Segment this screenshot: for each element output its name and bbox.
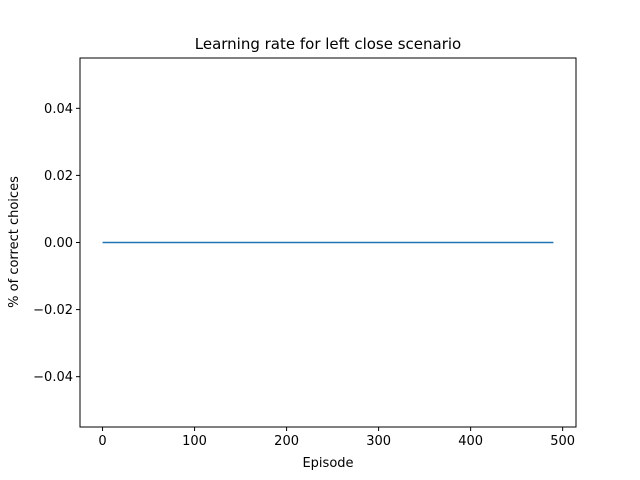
x-axis-label: Episode [302,456,353,471]
y-tick-label: 0.02 [44,169,73,184]
x-tick-label: 0 [98,434,106,449]
x-tick-label: 200 [274,434,299,449]
y-axis: −0.04 −0.02 0.00 0.02 0.04 [33,102,80,385]
y-axis-label: % of correct choices [7,176,22,308]
chart-title: Learning rate for left close scenario [195,35,461,53]
y-tick-label: −0.02 [33,303,73,318]
x-tick-label: 300 [366,434,391,449]
y-tick-label: −0.04 [33,370,73,385]
x-axis: 0 100 200 300 400 500 [98,427,575,449]
y-tick-label: 0.00 [44,236,73,251]
x-tick-label: 100 [182,434,207,449]
y-tick-label: 0.04 [44,102,73,117]
x-tick-label: 500 [550,434,575,449]
x-tick-label: 400 [458,434,483,449]
